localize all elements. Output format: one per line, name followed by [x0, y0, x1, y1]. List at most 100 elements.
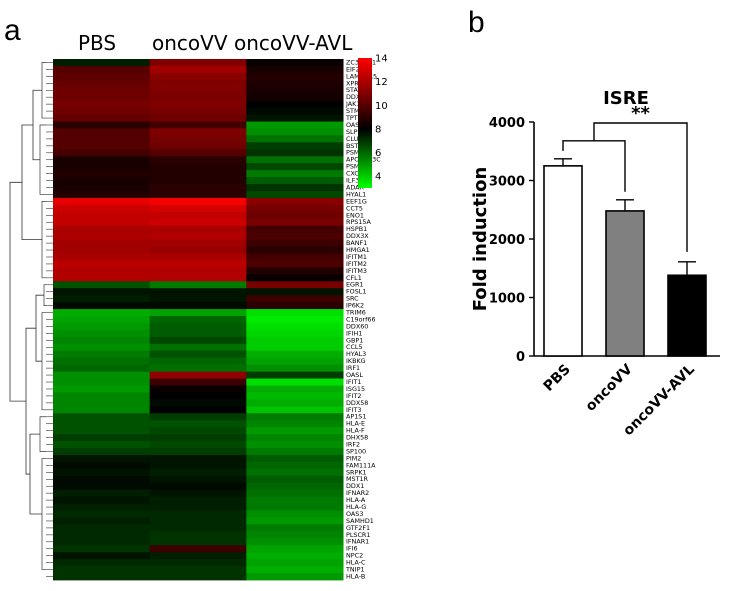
heatmap-cell-irf2-1	[149, 441, 247, 449]
heatmap-cell-ifit3-1	[149, 406, 247, 414]
gene-label-psma2: PSMA2	[346, 149, 368, 157]
heatmap-cell-bst2-1	[149, 142, 247, 150]
gene-label-ifitm2: IFITM2	[346, 260, 367, 268]
heatmap-cell-zc3hav1-0	[53, 59, 151, 67]
gene-label-hyal3: HYAL3	[346, 350, 366, 358]
heatmap-cell-dhx58-0	[53, 434, 151, 442]
gene-label-sp100: SP100	[346, 447, 366, 455]
heatmap-cell-irf1-2	[246, 364, 344, 372]
heatmap-cell-src-1	[149, 295, 247, 303]
dendrogram-node-b	[21, 124, 42, 241]
heatmap-cell-stmn1-0	[53, 107, 151, 115]
gene-label-eef1g: EEF1G	[346, 197, 367, 205]
dendrogram-cluster-3	[43, 284, 46, 306]
gene-label-oasl: OASL	[346, 371, 363, 379]
gene-label-pim2: PIM2	[346, 454, 361, 462]
gene-label-isg15: ISG15	[346, 385, 365, 393]
heatmap-cell-npc2-2	[246, 552, 344, 560]
heatmap-cell-hla-c-2	[246, 559, 344, 567]
heatmap-cell-srpk1-0	[53, 468, 151, 477]
gene-label-hla-b: HLA-B	[346, 572, 365, 580]
gene-label-hla-c: HLA-C	[346, 559, 366, 567]
heatmap-cell-eif2ak2-2	[246, 65, 344, 74]
heatmap-cell-adar-2	[246, 184, 344, 192]
colorbar-tick-12: 12	[375, 77, 388, 88]
gene-label-hla-e: HLA-E	[346, 420, 365, 428]
heatmap-cell-cct5-2	[246, 204, 344, 213]
heatmap-cell-ifit3-0	[53, 406, 151, 414]
heatmap-cell-ddx21-0	[53, 93, 151, 102]
heatmap-cell-slpi-0	[53, 128, 151, 136]
heatmap-cell-hspb1-2	[246, 225, 344, 234]
gene-label-egr1: EGR1	[346, 281, 364, 289]
significance-label: **	[631, 103, 650, 124]
heatmap-cell-tnip1-1	[149, 566, 247, 574]
heatmap-cell-oasl-0	[53, 371, 151, 379]
heatmap-cell-ddx1-0	[53, 482, 151, 491]
heatmap-cell-oasl-1	[149, 371, 247, 379]
heatmap-cell-plscr1-1	[149, 531, 247, 539]
heatmap-cell-ccl5-2	[246, 343, 344, 352]
bar-pbs	[543, 165, 583, 357]
heatmap-cell-egr1-1	[149, 281, 247, 289]
gene-label-hmga1: HMGA1	[346, 246, 370, 254]
gene-label-mst1r: MST1R	[346, 475, 369, 483]
colorbar-tick-8: 8	[375, 124, 381, 135]
heatmap-cell-rps15a-1	[149, 218, 247, 227]
heatmap-cell-hla-c-0	[53, 559, 151, 567]
gene-label-ccl5: CCL5	[346, 343, 363, 351]
heatmap-cell-cxcr4-1	[149, 170, 247, 178]
heatmap-cell-ifitm2-0	[53, 260, 151, 268]
heatmap-cell-ifitm3-0	[53, 267, 151, 275]
heatmap-cell-hla-c-1	[149, 559, 247, 567]
heatmap-cell-gtf2f1-0	[53, 524, 151, 532]
heatmap-cell-hla-a-0	[53, 496, 151, 504]
heatmap-cell-ifit1-2	[246, 378, 344, 386]
heatmap-cell-ikbkg-2	[246, 357, 344, 366]
heatmap-cell-slpi-1	[149, 128, 247, 136]
y-tick-label-1000: 1000	[489, 292, 525, 307]
heatmap-cell-ddx3x-0	[53, 232, 151, 241]
heatmap-cell-samhd1-2	[246, 517, 344, 525]
heatmap-cell-jak1-2	[246, 100, 344, 109]
heatmap-cell-eif2ak2-1	[149, 65, 247, 74]
heatmap-cell-hla-e-0	[53, 420, 151, 428]
gene-label-ip6k2: IP6K2	[346, 302, 364, 310]
column-header-oncovv-avl: oncoVV-AVL	[234, 31, 353, 55]
heatmap-cell-ddx21-2	[246, 93, 344, 102]
heatmap-cell-tpt1-0	[53, 114, 151, 122]
gene-label-tnip1: TNIP1	[345, 566, 365, 574]
heatmap-cell-hyal3-0	[53, 350, 151, 359]
gene-label-ikbkg: IKBKG	[346, 357, 366, 365]
heatmap-cell-rps15a-0	[53, 218, 151, 227]
heatmap-cell-gbp1-0	[53, 336, 151, 345]
heatmap-cell-tpt1-1	[149, 114, 247, 122]
bar-oncovv	[605, 210, 645, 357]
heatmap-cell-hla-g-2	[246, 503, 344, 511]
heatmap-cell-hla-f-2	[246, 427, 344, 435]
heatmap-cell-cct5-1	[149, 204, 247, 213]
heatmap-cell-hla-b-1	[149, 573, 247, 581]
dendrogram-cluster-1	[39, 124, 46, 195]
heatmap-cell-xpr1-1	[149, 79, 247, 88]
heatmap-cell-trim6-0	[53, 309, 151, 317]
heatmap-cell-hla-g-0	[53, 503, 151, 511]
gene-label-hspb1: HSPB1	[346, 225, 367, 233]
heatmap-cell-ddx1-2	[246, 482, 344, 491]
dendrogram-node-e	[25, 327, 36, 475]
gene-label-rps15a: RPS15A	[346, 218, 371, 226]
heatmap-cell-eno1-2	[246, 211, 344, 220]
heatmap-cell-eef1g-1	[149, 197, 247, 206]
heatmap-cell-npc2-1	[149, 552, 247, 560]
heatmap-cell-fam111a-2	[246, 461, 344, 470]
heatmap-cell-fosl1-1	[149, 288, 247, 296]
heatmap-cell-hmga1-2	[246, 246, 344, 254]
gene-label-hla-g: HLA-G	[346, 503, 366, 511]
heatmap-cell-gbp1-2	[246, 336, 344, 345]
heatmap-cell-ddx58-2	[246, 399, 344, 407]
heatmap-cell-fosl1-0	[53, 288, 151, 296]
heatmap-cell-ilf3-0	[53, 177, 151, 185]
gene-label-gbp1: GBP1	[346, 336, 363, 344]
y-tick-label-0: 0	[516, 350, 525, 365]
heatmap-cell-ddx60-1	[149, 322, 247, 331]
